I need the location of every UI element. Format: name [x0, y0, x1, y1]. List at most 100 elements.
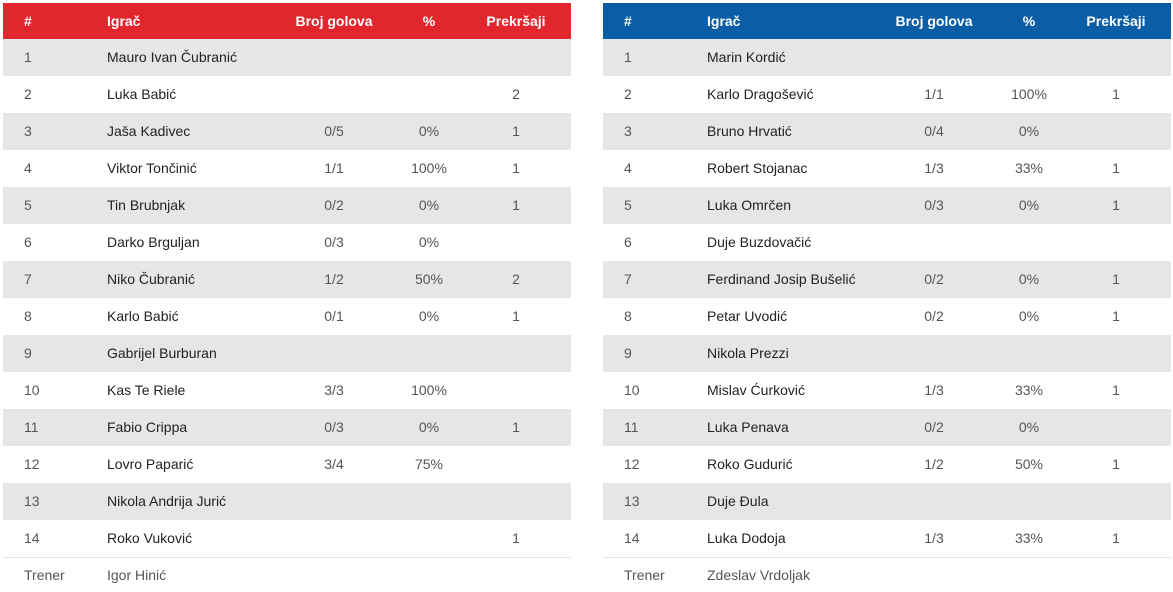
player-goals: 3/4 [324, 456, 344, 472]
header-fouls: Prekršaji [486, 13, 546, 29]
player-fouls: 1 [512, 419, 520, 435]
table-row: 12 Lovro Paparić 3/4 75% [3, 446, 571, 483]
player-name: Roko Gudurić [707, 456, 793, 472]
player-goals: 1/3 [924, 530, 944, 546]
player-goals: 1/1 [324, 160, 344, 176]
player-number: 7 [24, 271, 32, 287]
table-row: 3 Jaša Kadivec 0/5 0% 1 [3, 113, 571, 150]
table-row: 2 Karlo Dragošević 1/1 100% 1 [603, 76, 1171, 113]
player-percent: 0% [1018, 308, 1040, 324]
home-team-table: # Igrač Broj golova % Prekršaji 1 Mauro I… [3, 3, 571, 592]
table-row: 10 Kas Te Riele 3/3 100% [3, 372, 571, 409]
header-number: # [24, 13, 32, 29]
player-name: Darko Brguljan [107, 234, 200, 250]
table-header: # Igrač Broj golova % Prekršaji [603, 3, 1171, 39]
player-goals: 0/5 [324, 123, 344, 139]
player-fouls: 1 [1112, 86, 1120, 102]
player-number: 10 [24, 382, 40, 398]
coach-row: Trener Zdeslav Vrdoljak [603, 557, 1171, 592]
player-fouls: 1 [1112, 382, 1120, 398]
player-name: Gabrijel Burburan [107, 345, 217, 361]
player-goals: 1/1 [924, 86, 944, 102]
player-name: Jaša Kadivec [107, 123, 191, 139]
player-goals: 0/3 [324, 419, 344, 435]
header-percent: % [422, 13, 436, 29]
player-percent: 0% [418, 308, 440, 324]
player-name: Duje Buzdovačić [707, 234, 812, 250]
player-percent: 0% [1018, 197, 1040, 213]
player-percent: 100% [1011, 86, 1047, 102]
player-fouls: 1 [1112, 530, 1120, 546]
player-number: 9 [624, 345, 632, 361]
player-name: Petar Uvodić [707, 308, 788, 324]
player-number: 3 [24, 123, 32, 139]
player-name: Lovro Paparić [107, 456, 194, 472]
player-number: 8 [24, 308, 32, 324]
table-row: 5 Tin Brubnjak 0/2 0% 1 [3, 187, 571, 224]
player-number: 13 [24, 493, 40, 509]
player-fouls: 1 [1112, 308, 1120, 324]
player-goals: 0/1 [324, 308, 344, 324]
header-goals: Broj golova [295, 13, 373, 29]
player-number: 6 [624, 234, 632, 250]
table-row: 1 Marin Kordić [603, 39, 1171, 76]
player-percent: 0% [1018, 271, 1040, 287]
table-row: 13 Nikola Andrija Jurić [3, 483, 571, 520]
player-name: Robert Stojanac [707, 160, 808, 176]
player-goals: 0/2 [924, 271, 944, 287]
table-row: 2 Luka Babić 2 [3, 76, 571, 113]
player-name: Karlo Dragošević [707, 86, 814, 102]
table-row: 4 Viktor Tončinić 1/1 100% 1 [3, 150, 571, 187]
player-name: Luka Omrčen [707, 197, 792, 213]
player-goals: 1/2 [324, 271, 344, 287]
player-number: 4 [624, 160, 632, 176]
player-goals: 1/2 [924, 456, 944, 472]
coach-label: Trener [624, 567, 665, 583]
player-name: Niko Čubranić [107, 271, 195, 287]
table-row: 4 Robert Stojanac 1/3 33% 1 [603, 150, 1171, 187]
player-percent: 33% [1014, 530, 1044, 546]
player-fouls: 1 [1112, 456, 1120, 472]
player-name: Roko Vuković [107, 530, 193, 546]
player-name: Tin Brubnjak [107, 197, 186, 213]
player-goals: 1/3 [924, 160, 944, 176]
player-number: 12 [24, 456, 40, 472]
header-fouls: Prekršaji [1086, 13, 1146, 29]
player-percent: 100% [411, 382, 447, 398]
player-number: 5 [624, 197, 632, 213]
player-number: 11 [624, 419, 639, 435]
table-row: 9 Nikola Prezzi [603, 335, 1171, 372]
player-number: 2 [624, 86, 632, 102]
player-goals: 0/4 [924, 123, 944, 139]
player-percent: 0% [418, 234, 440, 250]
player-name: Ferdinand Josip Bušelić [707, 271, 856, 287]
player-number: 12 [624, 456, 640, 472]
player-name: Nikola Prezzi [707, 345, 789, 361]
player-name: Nikola Andrija Jurić [107, 493, 227, 509]
player-goals: 1/3 [924, 382, 944, 398]
player-goals: 0/2 [924, 308, 944, 324]
table-row: 10 Mislav Ćurković 1/3 33% 1 [603, 372, 1171, 409]
player-percent: 50% [1014, 456, 1044, 472]
player-goals: 0/3 [324, 234, 344, 250]
coach-row: Trener Igor Hinić [3, 557, 571, 592]
table-row: 11 Luka Penava 0/2 0% [603, 409, 1171, 446]
player-percent: 0% [1018, 123, 1040, 139]
player-number: 4 [24, 160, 32, 176]
player-name: Duje Đula [707, 493, 769, 509]
header-player: Igrač [707, 13, 741, 29]
player-number: 13 [624, 493, 640, 509]
player-name: Mislav Ćurković [707, 382, 806, 398]
header-player: Igrač [107, 13, 141, 29]
player-number: 11 [24, 419, 39, 435]
player-percent: 0% [418, 197, 440, 213]
table-row: 7 Niko Čubranić 1/2 50% 2 [3, 261, 571, 298]
table-row: 3 Bruno Hrvatić 0/4 0% [603, 113, 1171, 150]
table-row: 12 Roko Gudurić 1/2 50% 1 [603, 446, 1171, 483]
table-row: 6 Duje Buzdovačić [603, 224, 1171, 261]
player-rows: 1 Mauro Ivan Čubranić 2 Luka Babić 2 3 Jaša Ka… [3, 39, 571, 557]
table-row: 5 Luka Omrčen 0/3 0% 1 [603, 187, 1171, 224]
player-fouls: 1 [1112, 160, 1120, 176]
player-number: 7 [624, 271, 632, 287]
player-name: Luka Penava [707, 419, 789, 435]
